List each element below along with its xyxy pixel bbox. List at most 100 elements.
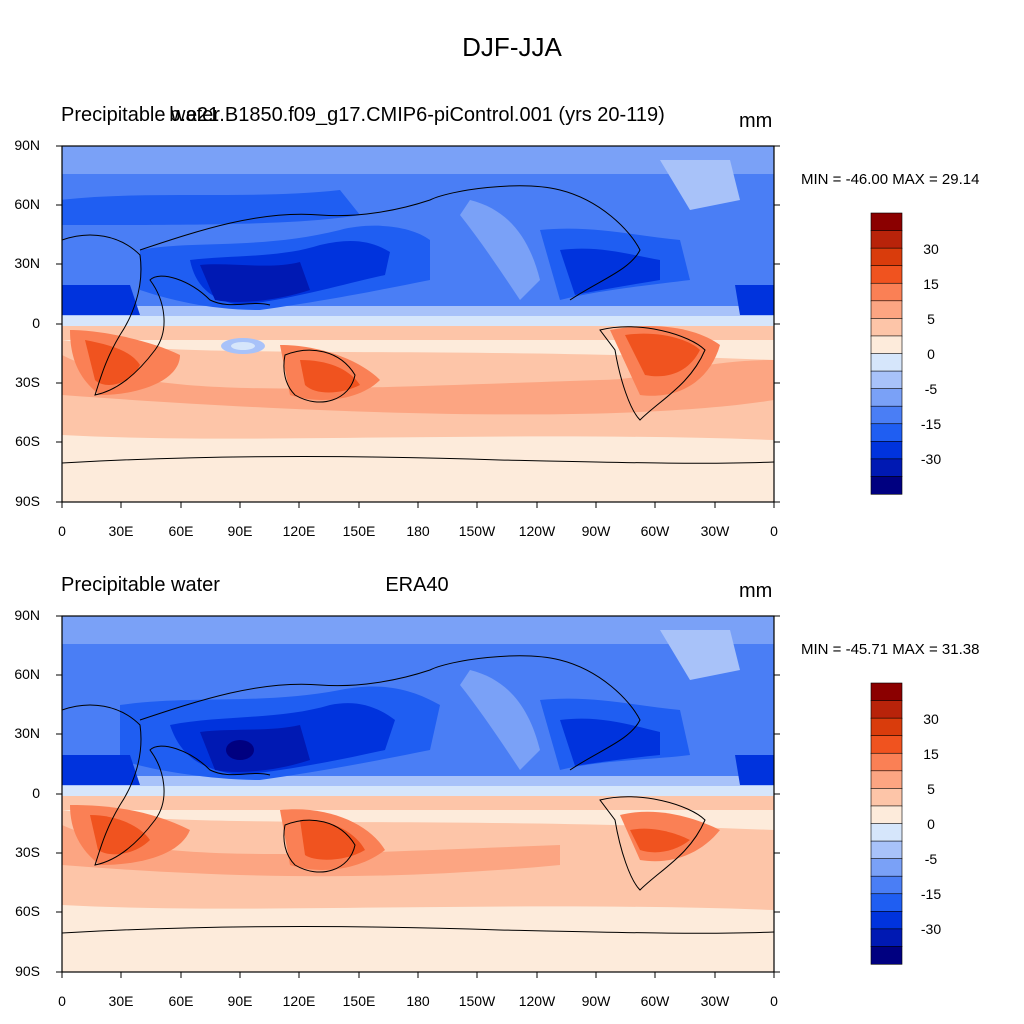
lon-tick-label: 150W: [458, 523, 496, 539]
lon-tick-label: 120W: [518, 523, 556, 539]
lat-tick-label: 30N: [14, 725, 40, 741]
lon-tick-label: 30W: [700, 523, 730, 539]
colorbar-swatch: [870, 282, 903, 302]
map-field-obs: [62, 616, 774, 972]
colorbar-swatch: [870, 682, 903, 702]
colorbar-swatch: [870, 911, 903, 930]
lon-tick-label: 90W: [581, 523, 611, 539]
colorbar-swatch: [870, 875, 903, 895]
lon-tick-label: 30E: [108, 523, 134, 539]
lon-tick-label: 90E: [227, 993, 253, 1009]
axis-ticks-obs: [56, 615, 780, 978]
colorbar-tick-label: 0: [927, 816, 935, 832]
colorbar-model: [870, 212, 903, 495]
min-max-label: MIN = -46.00 MAX = 29.14: [801, 171, 980, 188]
colorbar-swatch: [870, 265, 903, 284]
map-field-model: [62, 146, 774, 502]
min-max-label: MIN = -45.71 MAX = 31.38: [801, 641, 980, 658]
lon-tick-label: 60W: [640, 993, 670, 1009]
colorbar-swatch: [870, 405, 903, 425]
lon-tick-label: 0: [58, 993, 66, 1009]
lon-tick-label: 60E: [168, 993, 194, 1009]
colorbar-tick-label: -30: [920, 451, 942, 467]
panel-units: mm: [739, 110, 773, 132]
colorbar-tick-label: 5: [927, 311, 935, 327]
colorbar-swatch: [870, 388, 903, 407]
colorbar-swatch: [870, 840, 903, 860]
panel-left-title: Precipitable water: [61, 104, 220, 126]
lon-tick-label: 0: [58, 523, 66, 539]
lon-tick-label: 150W: [458, 993, 496, 1009]
lon-tick-label: 90W: [581, 993, 611, 1009]
colorbar-swatch: [870, 700, 903, 719]
lon-tick-label: 0: [770, 523, 778, 539]
lat-tick-label: 30S: [15, 374, 40, 390]
colorbar-tick-label: 15: [923, 746, 939, 762]
colorbar-tick-label: 30: [923, 711, 939, 727]
colorbar-swatch: [870, 770, 903, 789]
colorbar-tick-label: 0: [927, 346, 935, 362]
colorbar-tick-label: 5: [927, 781, 935, 797]
colorbar-swatch: [870, 335, 903, 355]
axis-ticks-model: [56, 145, 780, 508]
colorbar-tick-label: -15: [920, 416, 942, 432]
figure-title: DJF-JJA: [462, 32, 562, 62]
colorbar-swatch: [870, 370, 903, 390]
lon-tick-label: 60E: [168, 523, 194, 539]
lon-tick-label: 180: [406, 523, 430, 539]
lat-tick-label: 90N: [14, 607, 40, 623]
lon-tick-label: 30W: [700, 993, 730, 1009]
colorbar-swatch: [870, 858, 903, 877]
colorbar-swatch: [870, 946, 903, 965]
panel-center-title: b.e21.B1850.f09_g17.CMIP6-piControl.001 …: [169, 104, 665, 126]
colorbar-tick-label: -30: [920, 921, 942, 937]
lat-tick-label: 60S: [15, 433, 40, 449]
colorbar-swatch: [870, 212, 903, 232]
panel-center-title: ERA40: [385, 574, 449, 596]
colorbar-swatch: [870, 893, 903, 912]
lat-tick-label: 90N: [14, 137, 40, 153]
lat-tick-label: 0: [32, 785, 40, 801]
colorbar-swatch: [870, 823, 903, 842]
lon-tick-label: 180: [406, 993, 430, 1009]
colorbar-swatch: [870, 805, 903, 825]
colorbar-tick-label: -5: [924, 851, 938, 867]
colorbar-tick-label: -5: [924, 381, 938, 397]
lat-tick-label: 30N: [14, 255, 40, 271]
colorbar-swatch: [870, 476, 903, 495]
panel-left-title: Precipitable water: [61, 574, 220, 596]
colorbar-tick-label: 30: [923, 241, 939, 257]
lon-tick-label: 150E: [342, 993, 376, 1009]
map-obs: [56, 615, 903, 978]
lon-tick-label: 120E: [282, 523, 316, 539]
lat-tick-label: 90S: [15, 963, 40, 979]
colorbar-swatch: [870, 423, 903, 442]
colorbar-swatch: [870, 717, 903, 737]
map-model: [56, 145, 903, 508]
lat-tick-label: 60S: [15, 903, 40, 919]
lon-tick-label: 150E: [342, 523, 376, 539]
colorbar-swatch: [870, 353, 903, 372]
colorbar-swatch: [870, 928, 903, 948]
colorbar-swatch: [870, 318, 903, 337]
colorbar-tick-label: 15: [923, 276, 939, 292]
colorbar-swatch: [870, 441, 903, 460]
coastlines-obs: [62, 655, 774, 934]
colorbar-tick-label: -15: [920, 886, 942, 902]
lon-tick-label: 90E: [227, 523, 253, 539]
lon-tick-label: 0: [770, 993, 778, 1009]
colorbar-swatch: [870, 300, 903, 319]
coastlines-model: [62, 185, 774, 464]
panel-units: mm: [739, 580, 773, 602]
panel-model: Precipitable water b.e21.B1850.f09_g17.C…: [0, 0, 1024, 539]
lon-tick-label: 120W: [518, 993, 556, 1009]
lon-tick-label: 30E: [108, 993, 134, 1009]
colorbar-obs: [870, 682, 903, 965]
colorbar-swatch: [870, 247, 903, 267]
panel-obs: Precipitable water ERA40 mm MIN = -45.71…: [0, 470, 1024, 1009]
lat-tick-label: 60N: [14, 666, 40, 682]
lat-tick-label: 0: [32, 315, 40, 331]
lon-tick-label: 60W: [640, 523, 670, 539]
colorbar-swatch: [870, 230, 903, 249]
lat-tick-label: 30S: [15, 844, 40, 860]
